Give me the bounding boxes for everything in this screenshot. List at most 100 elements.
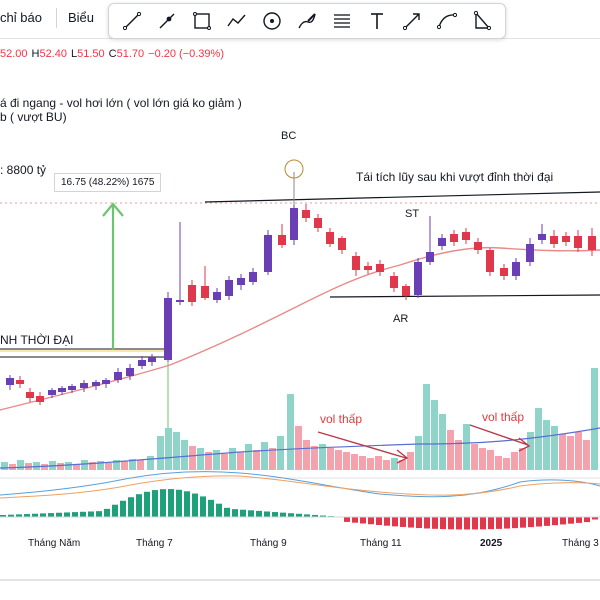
- circle-icon[interactable]: [259, 8, 285, 34]
- macd-bar: [392, 517, 398, 527]
- candle-body: [462, 232, 470, 240]
- macd-bar: [488, 517, 494, 530]
- macd-bar: [592, 517, 598, 520]
- vol-low-label-2: vol thấp: [482, 410, 525, 424]
- x-axis-label: Tháng Năm: [28, 538, 81, 549]
- candle-body: [68, 386, 76, 390]
- macd-bar: [128, 497, 134, 518]
- volume-bar: [383, 460, 390, 470]
- triangle-pattern-icon[interactable]: [469, 8, 495, 34]
- volume-bar: [81, 460, 88, 470]
- macd-bar: [296, 513, 302, 518]
- macd-bar: [216, 503, 222, 518]
- candle-body: [574, 236, 582, 248]
- macd-bar: [584, 517, 590, 523]
- macd-bar: [400, 517, 406, 527]
- change-value: −0.20 (−0.39%): [148, 48, 224, 60]
- volume-bar: [351, 454, 358, 470]
- volume-bar: [33, 462, 40, 470]
- macd-bar: [184, 491, 190, 518]
- candle-body: [562, 236, 570, 242]
- volume-bar: [359, 456, 366, 470]
- x-axis-label: Tháng 9: [250, 538, 287, 549]
- volume-bar: [173, 432, 180, 470]
- candle-body: [278, 235, 286, 245]
- x-axis-label: Tháng 7: [136, 538, 173, 549]
- macd-bar: [448, 517, 454, 530]
- candle-body: [500, 268, 508, 276]
- volume-bar: [527, 432, 534, 470]
- candle-body: [148, 357, 156, 362]
- volume-bar: [479, 448, 486, 470]
- macd-bar: [288, 513, 294, 518]
- volume-bar: [97, 461, 104, 470]
- macd-bar: [40, 513, 46, 518]
- candle-body: [188, 285, 196, 302]
- volume-bar: [253, 450, 260, 470]
- brush-icon[interactable]: [294, 8, 320, 34]
- candle-body: [338, 238, 346, 250]
- ohlc-legend: 52.00 H52.40 L51.50 C51.70 −0.20 (−0.39%): [0, 48, 228, 60]
- bc-marker-circle: [284, 159, 304, 179]
- volume-bar: [455, 440, 462, 470]
- macd-bar: [576, 517, 582, 523]
- tab-chart[interactable]: Biểu: [68, 10, 95, 25]
- volume-bar: [17, 460, 24, 470]
- macd-bar: [200, 496, 206, 518]
- low-label: L: [71, 48, 78, 60]
- note-line-2: b ( vượt BU): [0, 110, 67, 124]
- candle-body: [402, 286, 410, 296]
- arrow-icon[interactable]: [399, 8, 425, 34]
- volume-bar: [197, 448, 204, 470]
- volume-bar: [157, 436, 164, 470]
- bc-label: BC: [281, 130, 297, 142]
- trend-line-icon[interactable]: [119, 8, 145, 34]
- text-icon[interactable]: [364, 8, 390, 34]
- macd-bar: [72, 512, 78, 518]
- reaccumulation-label: Tái tích lũy sau khi vượt đỉnh thời đại: [356, 170, 554, 184]
- rectangle-icon[interactable]: [189, 8, 215, 34]
- ray-icon[interactable]: [154, 8, 180, 34]
- close-value: 51.70: [116, 48, 145, 60]
- high-value: 52.40: [39, 48, 68, 60]
- tab-indicators[interactable]: chỉ báo: [0, 10, 42, 25]
- candle-body: [264, 235, 272, 272]
- candle-body: [474, 242, 482, 250]
- volume-bar: [105, 463, 112, 470]
- candle-body: [438, 238, 446, 246]
- path-icon[interactable]: [224, 8, 250, 34]
- candle-body: [314, 218, 322, 228]
- volume-bar: [137, 460, 144, 470]
- macd-bar: [256, 510, 262, 518]
- measure-label: 16.75 (48.22%) 1675: [54, 173, 162, 192]
- macd-bar: [304, 514, 310, 518]
- volume-bar: [113, 460, 120, 470]
- note-line-3: : 8800 tỷ: [0, 163, 47, 177]
- macd-bar: [464, 517, 470, 530]
- measure-arrow-head: [102, 202, 124, 217]
- candle-body: [486, 250, 494, 272]
- macd-bar: [360, 517, 366, 524]
- volume-bar: [213, 450, 220, 470]
- candle-body: [588, 236, 596, 250]
- volume-bar: [439, 414, 446, 470]
- volume-bar: [423, 384, 430, 470]
- volume-bar: [575, 432, 582, 470]
- fib-retracement-icon[interactable]: [329, 8, 355, 34]
- vol-low-arrow-2-head: [518, 437, 531, 452]
- volume-bar: [287, 394, 294, 470]
- macd-bar: [264, 511, 270, 518]
- candle-body: [376, 264, 384, 272]
- candle-body: [390, 276, 398, 288]
- curve-icon[interactable]: [434, 8, 460, 34]
- volume-bar: [311, 446, 318, 470]
- candle-body: [92, 382, 100, 386]
- volume-bar: [471, 444, 478, 470]
- macd-bar: [384, 517, 390, 526]
- high-label: H: [31, 48, 40, 60]
- volume-bar: [41, 464, 48, 470]
- volume-bar: [237, 452, 244, 470]
- volume-bar: [519, 448, 526, 470]
- x-axis-label: 2025: [480, 538, 503, 549]
